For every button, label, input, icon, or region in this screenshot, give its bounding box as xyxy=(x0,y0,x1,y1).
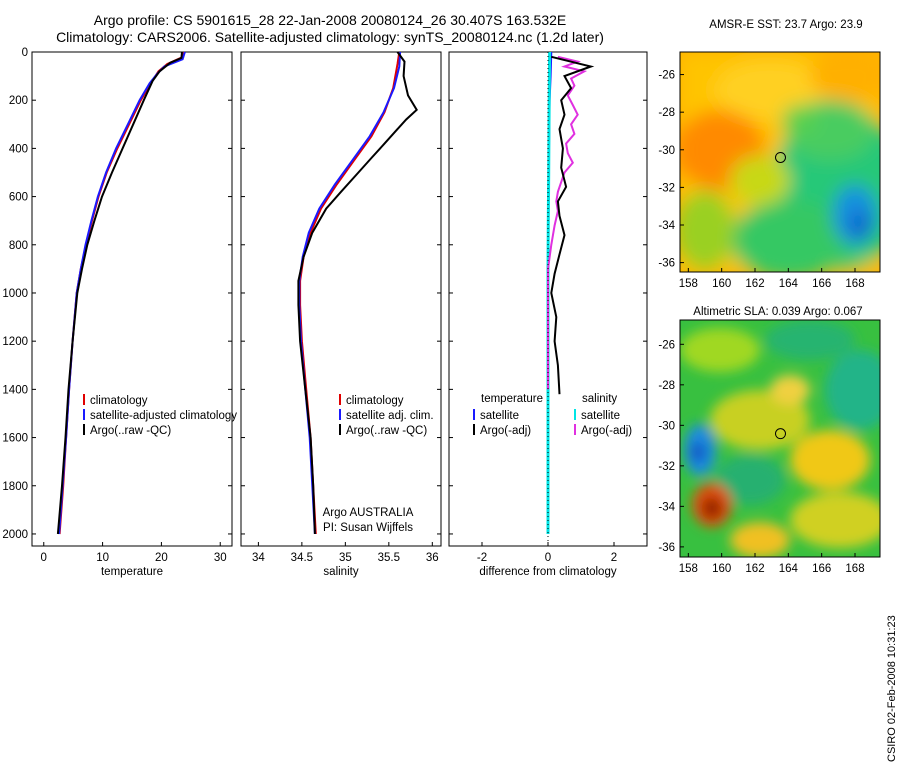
difference-series-2 xyxy=(547,55,588,390)
salinity-xtick-label: 35 xyxy=(339,552,352,564)
sst-map-xtick-label: 162 xyxy=(745,278,764,290)
sst-map-xtick-label: 164 xyxy=(779,278,799,290)
sla-map-ytick-label: -36 xyxy=(658,542,675,554)
figure-title: Argo profile: CS 5901615_28 22-Jan-2008 … xyxy=(93,12,567,28)
sla-map-xtick-label: 158 xyxy=(679,563,698,575)
salinity-legend-label: satellite adj. clim. xyxy=(346,410,434,422)
sst-map-xtick-label: 158 xyxy=(679,278,698,290)
salinity-legend-label: Argo(..raw -QC) xyxy=(346,425,427,437)
difference-left-legend-label: satellite xyxy=(480,410,519,422)
temperature-legend-label: Argo(..raw -QC) xyxy=(90,425,171,437)
temperature-legend-label: satellite-adjusted climatology xyxy=(90,410,237,422)
difference-right-legend-label: satellite xyxy=(581,410,620,422)
temperature-xtick-label: 0 xyxy=(41,552,47,564)
sla-map xyxy=(680,320,880,557)
sla-map-frame xyxy=(679,319,881,558)
sst-map-ytick-label: -28 xyxy=(658,107,675,119)
difference-legend-title-right: salinity xyxy=(582,393,617,405)
salinity-panel-frame xyxy=(240,51,442,547)
salinity-xlabel: salinity xyxy=(323,566,358,578)
legends-layer: climatology satellite-adjusted climatolog… xyxy=(83,393,632,534)
difference-right-legend-label: Argo(-adj) xyxy=(581,425,632,437)
difference-left-legend-label: Argo(-adj) xyxy=(480,425,531,437)
sst-map-ytick-label: -34 xyxy=(658,220,675,232)
figure-canvas: 0 10 20 30temperature0200400600800100012001… xyxy=(2,47,881,578)
sla-map-xtick-label: 164 xyxy=(779,563,799,575)
sst-map xyxy=(680,52,880,272)
salinity-xtick-label: 34.5 xyxy=(291,552,313,564)
depth-tick-label: 1800 xyxy=(2,481,28,493)
difference-xtick-label: -2 xyxy=(477,552,487,564)
temperature-series-2 xyxy=(56,51,183,535)
depth-tick-label: 1200 xyxy=(2,336,28,348)
depth-tick-label: 1400 xyxy=(2,384,28,396)
sst-map-xtick-label: 160 xyxy=(712,278,731,290)
depth-tick-label: 600 xyxy=(9,192,28,204)
difference-series-3 xyxy=(550,55,595,395)
depth-tick-label: 200 xyxy=(9,95,28,107)
sst-map-ytick-label: -30 xyxy=(658,145,675,157)
difference-legend-title-left: temperature xyxy=(481,393,543,405)
side-label: CSIRO 02-Feb-2008 10:31:23 xyxy=(886,615,898,762)
sst-map-frame xyxy=(679,51,881,273)
sla-map-xtick-label: 168 xyxy=(845,563,864,575)
salinity-annotation: Argo AUSTRALIA xyxy=(323,507,414,519)
temperature-xlabel: temperature xyxy=(101,566,163,578)
depth-tick-label: 400 xyxy=(9,143,28,155)
salinity-series-2 xyxy=(297,51,418,535)
depth-tick-label: 1600 xyxy=(2,433,28,445)
depth-tick-label: 2000 xyxy=(2,529,28,541)
salinity-xtick-label: 36 xyxy=(426,552,439,564)
sst-map-ytick-label: -36 xyxy=(658,258,675,270)
sla-map-ytick-label: -32 xyxy=(658,461,675,473)
sla-map-xtick-label: 160 xyxy=(712,563,731,575)
sst-map-xtick-label: 168 xyxy=(845,278,864,290)
temperature-xtick-label: 10 xyxy=(96,552,109,564)
salinity-xtick-label: 35.5 xyxy=(378,552,400,564)
sst-map-ytick-label: -32 xyxy=(658,182,675,194)
salinity-series-1 xyxy=(298,51,402,535)
depth-tick-label: 800 xyxy=(9,240,28,252)
salinity-xtick-label: 34 xyxy=(252,552,265,564)
figure-subtitle: Climatology: CARS2006. Satellite-adjuste… xyxy=(56,29,604,45)
difference-xtick-label: 0 xyxy=(545,552,551,564)
temperature-legend-label: climatology xyxy=(90,395,148,407)
salinity-annotation: PI: Susan Wijffels xyxy=(323,522,413,534)
axes-layer: 0 10 20 30temperature0200400600800100012001… xyxy=(2,47,864,578)
sst-argo-position-marker xyxy=(775,151,786,163)
depth-tick-label: 1000 xyxy=(2,288,28,300)
salinity-series-0 xyxy=(299,51,401,535)
sla-map-ytick-label: -28 xyxy=(658,380,675,392)
difference-xtick-label: 2 xyxy=(611,552,617,564)
difference-xlabel: difference from climatology xyxy=(479,566,616,578)
temperature-xtick-label: 20 xyxy=(155,552,168,564)
temperature-panel-frame xyxy=(31,51,233,547)
sla-map-ytick-label: -26 xyxy=(658,339,675,351)
sla-map-xtick-label: 162 xyxy=(745,563,764,575)
sst-map-xtick-label: 166 xyxy=(812,278,831,290)
sla-map-ytick-label: -34 xyxy=(658,501,675,513)
sla-map-xtick-label: 166 xyxy=(812,563,831,575)
sla-map-ytick-label: -30 xyxy=(658,420,675,432)
temperature-xtick-label: 30 xyxy=(214,552,227,564)
sla-map-title: Altimetric SLA: 0.039 Argo: 0.067 xyxy=(693,306,863,318)
salinity-legend-label: climatology xyxy=(346,395,404,407)
sla-argo-position-marker xyxy=(775,428,786,440)
sst-map-ytick-label: -26 xyxy=(658,70,675,82)
sst-map-title: AMSR-E SST: 23.7 Argo: 23.9 xyxy=(709,19,863,31)
profile-plots xyxy=(56,51,595,535)
depth-tick-label: 0 xyxy=(22,47,28,59)
